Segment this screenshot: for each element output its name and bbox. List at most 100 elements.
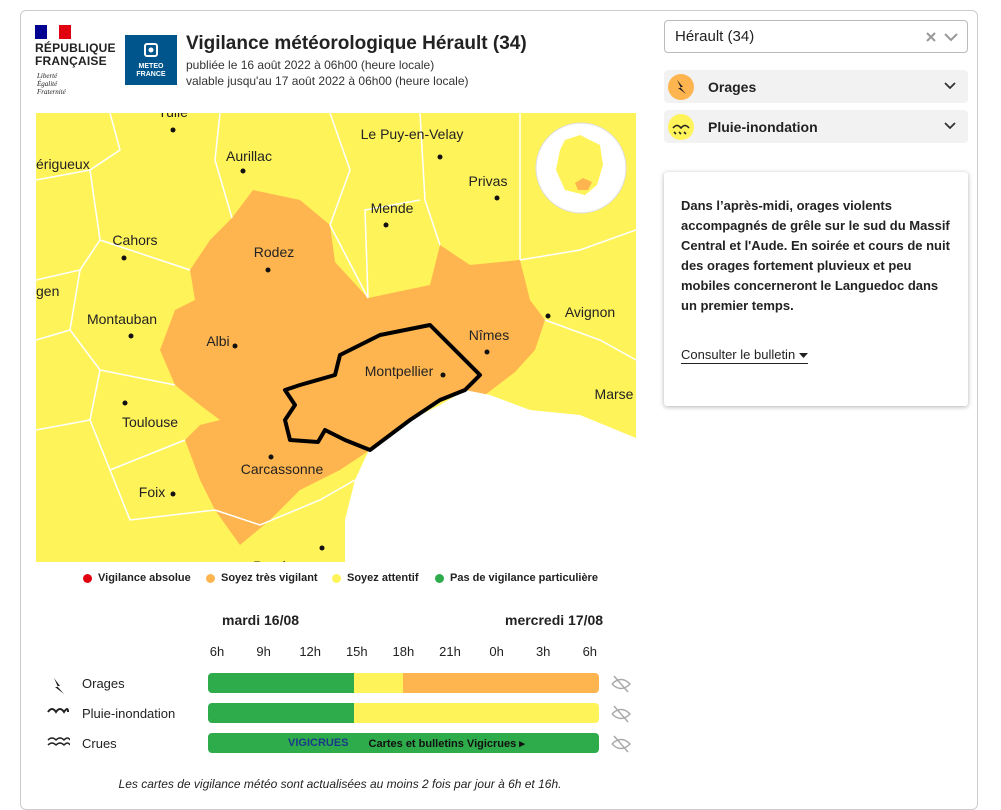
day-label: mercredi 17/08 bbox=[505, 612, 604, 628]
mf-icon bbox=[144, 43, 158, 57]
city-label: Perpignan bbox=[253, 558, 317, 562]
motto-line: Égalité bbox=[37, 80, 58, 88]
pluie-icon bbox=[668, 114, 694, 140]
city-label: Montpellier bbox=[365, 363, 434, 379]
row-icons bbox=[47, 678, 70, 747]
bulletin-card: Dans l’après-midi, orages violents accom… bbox=[664, 172, 968, 406]
vigilance-map[interactable]: Tulle érigueux Aurillac Le Puy-en-Velay Priv… bbox=[36, 113, 636, 562]
hour-label: 18h bbox=[392, 644, 415, 659]
orages-icon bbox=[668, 74, 694, 100]
city-label: Mende bbox=[371, 200, 414, 216]
day-label: mardi 16/08 bbox=[222, 612, 300, 628]
legend-item: Soyez attentif bbox=[332, 572, 419, 584]
motto: Liberté Égalité Fraternité bbox=[37, 72, 66, 96]
bulletin-link-text: Consulter le bulletin bbox=[681, 347, 796, 362]
select-controls[interactable] bbox=[925, 30, 961, 44]
chevron bbox=[944, 122, 956, 130]
footnote: Les cartes de vigilance météo sont actua… bbox=[118, 777, 562, 791]
accordion-label: Orages bbox=[708, 79, 757, 95]
city-dot bbox=[545, 313, 551, 319]
legend-item: Pas de vigilance particulière bbox=[435, 572, 598, 584]
legend-item: Soyez très vigilant bbox=[206, 572, 318, 584]
hour-label: 6h bbox=[582, 644, 598, 659]
city-label: Tulle bbox=[158, 113, 188, 120]
crues-bar[interactable]: VIGICRUES Cartes et bulletins Vigicrues … bbox=[208, 733, 599, 753]
city-dot bbox=[437, 154, 443, 160]
city-label: Montauban bbox=[87, 311, 157, 327]
meteo-france-logo: METEO FRANCE bbox=[125, 35, 177, 85]
city-label: Marse bbox=[595, 386, 634, 402]
motto-line: Liberté bbox=[37, 72, 58, 80]
city-dot bbox=[440, 372, 446, 378]
row-label: Orages bbox=[82, 676, 125, 691]
bulletin-text: Dans l’après-midi, orages violents accom… bbox=[681, 198, 950, 313]
caret bbox=[798, 353, 808, 358]
legend-label: Pas de vigilance particulière bbox=[450, 572, 598, 584]
legend-label: Soyez très vigilant bbox=[221, 572, 318, 584]
hour-label: 12h bbox=[299, 644, 322, 659]
vigicrues-link[interactable]: Cartes et bulletins Vigicrues ▸ bbox=[368, 737, 525, 750]
city-dot bbox=[494, 195, 500, 201]
select-value: Hérault (34) bbox=[675, 28, 755, 45]
eye-icons[interactable] bbox=[610, 674, 632, 754]
pluie-bar bbox=[208, 703, 599, 723]
hour-label: 15h bbox=[345, 644, 368, 659]
legend-swatch bbox=[332, 573, 341, 583]
hour-label: 21h bbox=[439, 644, 461, 659]
mf-line: FRANCE bbox=[136, 71, 166, 78]
city-label: Foix bbox=[139, 484, 165, 500]
legend-item: Vigilance absolue bbox=[83, 572, 191, 584]
city-label: Nîmes bbox=[469, 327, 509, 343]
city-label: Carcassonne bbox=[241, 461, 324, 477]
city-dot bbox=[240, 168, 246, 174]
accordion-orages[interactable]: Orages bbox=[664, 70, 968, 103]
chevron bbox=[944, 82, 956, 90]
city-dot bbox=[232, 343, 238, 349]
flag-logo bbox=[35, 25, 71, 39]
vigicrues-logo: VIGICRUES bbox=[288, 737, 349, 749]
city-label: Le Puy-en-Velay bbox=[361, 126, 464, 142]
row-label: Pluie-inondation bbox=[82, 706, 176, 721]
rf-line: RÉPUBLIQUE bbox=[35, 41, 116, 55]
hour-label: 9h bbox=[256, 644, 271, 659]
city-label: Toulouse bbox=[122, 414, 178, 430]
city-label: Aurillac bbox=[226, 148, 272, 164]
row-label: Crues bbox=[82, 736, 117, 751]
legend-label: Soyez attentif bbox=[347, 572, 419, 584]
valid-date: valable jusqu'au 17 août 2022 à 06h00 (h… bbox=[186, 74, 469, 88]
legend-swatch bbox=[206, 573, 215, 583]
city-label: Privas bbox=[469, 173, 508, 189]
hour-label: 6h bbox=[209, 644, 225, 659]
hour-label: 0h bbox=[489, 644, 504, 659]
city-dot bbox=[383, 222, 389, 228]
accordion-pluie[interactable]: Pluie-inondation bbox=[664, 110, 968, 143]
city-dot bbox=[319, 545, 325, 551]
rf-logo: RÉPUBLIQUE FRANÇAISE bbox=[35, 42, 116, 68]
city-dot bbox=[121, 255, 127, 261]
city-dot bbox=[128, 333, 134, 339]
city-label: Avignon bbox=[565, 304, 615, 320]
city-dot bbox=[170, 491, 176, 497]
page-title: Vigilance météorologique Hérault (34) bbox=[186, 33, 527, 54]
motto-line: Fraternité bbox=[37, 88, 66, 96]
city-dot bbox=[170, 127, 176, 133]
mf-line: METEO bbox=[138, 63, 164, 70]
city-label: Rodez bbox=[254, 244, 294, 260]
city-label: Cahors bbox=[112, 232, 157, 248]
legend-swatch bbox=[435, 573, 444, 583]
department-select[interactable]: Hérault (34) bbox=[664, 20, 968, 53]
bulletin-link[interactable]: Consulter le bulletin bbox=[681, 346, 808, 364]
legend-label: Vigilance absolue bbox=[98, 572, 191, 584]
legend-swatch bbox=[83, 573, 92, 583]
published-date: publiée le 16 août 2022 à 06h00 (heure l… bbox=[186, 58, 435, 72]
city-label: gen bbox=[36, 283, 59, 299]
city-dot bbox=[122, 400, 128, 406]
hour-label: 3h bbox=[535, 644, 551, 659]
city-label: Albi bbox=[206, 333, 229, 349]
rf-line: FRANÇAISE bbox=[35, 54, 107, 68]
accordion-label: Pluie-inondation bbox=[708, 119, 818, 135]
city-label: érigueux bbox=[36, 156, 90, 172]
city-dot bbox=[265, 267, 271, 273]
